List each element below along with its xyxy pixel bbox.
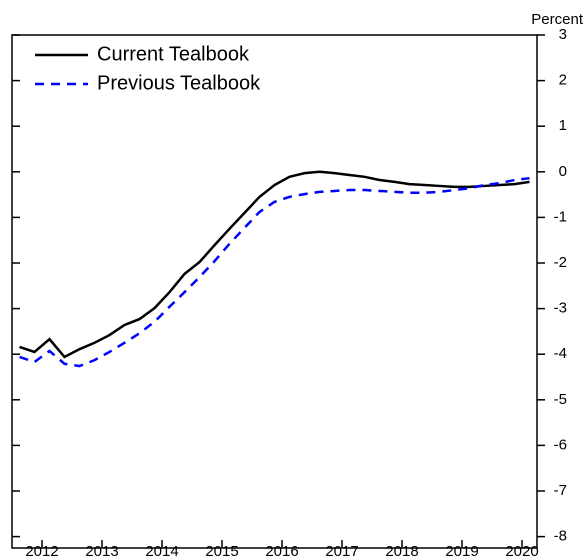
y-tick-label: -4 <box>554 345 567 362</box>
x-tick-label: 2014 <box>145 543 178 559</box>
y-tick-label: 3 <box>559 26 567 43</box>
plot-frame <box>11 34 538 549</box>
y-tick-label: 2 <box>559 72 567 89</box>
x-tick-label: 2017 <box>325 543 358 559</box>
y-tick-label: 0 <box>559 163 567 180</box>
y-tick-label: -6 <box>554 436 567 453</box>
x-tick-label: 2018 <box>385 543 418 559</box>
series-line <box>19 170 530 359</box>
y-axis-label: Percent <box>531 11 584 28</box>
y-tick-label: -5 <box>554 391 567 408</box>
x-tick-label: 2016 <box>265 543 298 559</box>
x-tick-label: 2019 <box>445 543 478 559</box>
x-tick-label: 2020 <box>505 543 538 559</box>
x-tick-label: 2013 <box>85 543 118 559</box>
y-tick-label: -8 <box>554 528 567 545</box>
y-tick-label: 1 <box>559 117 567 134</box>
y-tick-label: -3 <box>554 300 567 317</box>
x-tick-label: 2015 <box>205 543 238 559</box>
x-tick-label: 2012 <box>25 543 58 559</box>
y-tick-label: -2 <box>554 254 567 271</box>
series-line <box>19 176 530 368</box>
y-tick-label: -7 <box>554 482 567 499</box>
legend-label: Current Tealbook <box>97 43 250 65</box>
y-tick-label: -1 <box>554 208 567 225</box>
legend-label: Previous Tealbook <box>97 72 261 94</box>
